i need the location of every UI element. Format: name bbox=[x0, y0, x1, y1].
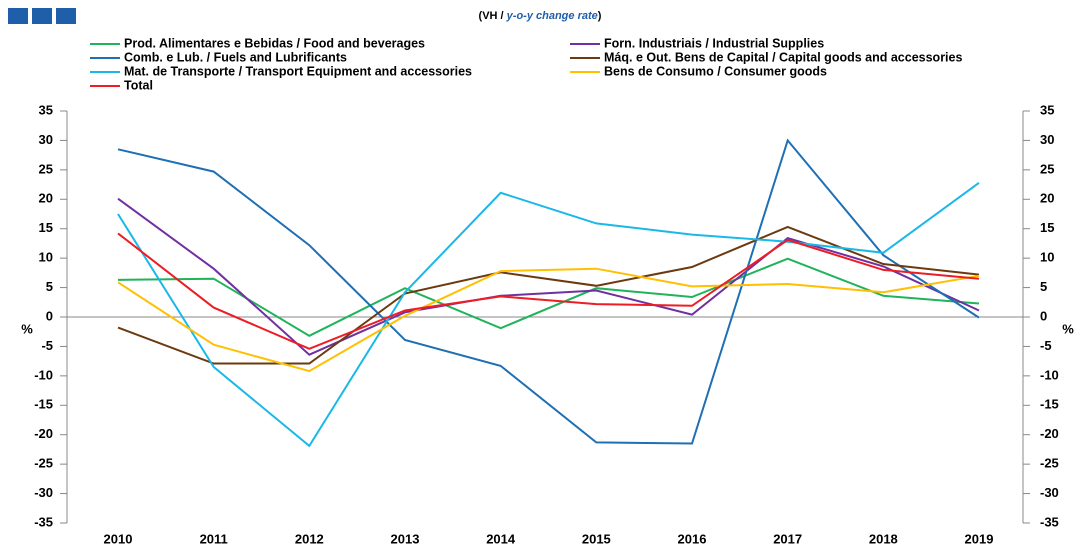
legend-label: Mat. de Transporte / Transport Equipment… bbox=[124, 64, 472, 78]
y-tick-label: -20 bbox=[34, 426, 53, 441]
y2-tick-label: 15 bbox=[1040, 220, 1054, 235]
x-tick-label: 2010 bbox=[104, 531, 133, 546]
subtitle-part: y-o-y change rate bbox=[506, 10, 598, 22]
logo-block bbox=[32, 8, 52, 24]
legend-label: Prod. Alimentares e Bebidas / Food and b… bbox=[124, 36, 425, 50]
series-line bbox=[117, 181, 980, 448]
legend-label: Bens de Consumo / Consumer goods bbox=[604, 64, 827, 78]
y-tick-label: -5 bbox=[41, 338, 53, 353]
y-tick-label: 25 bbox=[39, 161, 53, 176]
series-line bbox=[117, 232, 980, 350]
logo-block bbox=[56, 8, 76, 24]
y2-tick-label: -20 bbox=[1040, 426, 1059, 441]
y-tick-label: 5 bbox=[46, 279, 53, 294]
legend-label: Comb. e Lub. / Fuels and Lubrificants bbox=[124, 50, 347, 64]
y2-axis-label: % bbox=[1062, 321, 1074, 336]
y-axis-label: % bbox=[21, 321, 33, 336]
y2-tick-label: -10 bbox=[1040, 367, 1059, 382]
legend-label: Total bbox=[124, 78, 153, 92]
x-tick-label: 2019 bbox=[965, 531, 994, 546]
series-line bbox=[117, 257, 980, 337]
chart-subtitle: (VH / y-o-y change rate) bbox=[479, 10, 602, 22]
y2-tick-label: -5 bbox=[1040, 338, 1052, 353]
x-tick-label: 2012 bbox=[295, 531, 324, 546]
y2-tick-label: -30 bbox=[1040, 485, 1059, 500]
logo-block bbox=[8, 8, 28, 24]
y2-tick-label: 30 bbox=[1040, 132, 1054, 147]
y-tick-label: 0 bbox=[46, 308, 53, 323]
x-tick-label: 2013 bbox=[391, 531, 420, 546]
y-tick-label: 10 bbox=[39, 250, 53, 265]
x-tick-label: 2014 bbox=[486, 531, 516, 546]
y2-tick-label: -25 bbox=[1040, 456, 1059, 471]
series-line bbox=[117, 138, 980, 445]
series-line bbox=[117, 267, 980, 373]
y2-tick-label: 10 bbox=[1040, 250, 1054, 265]
y2-tick-label: -35 bbox=[1040, 514, 1059, 529]
y-tick-label: -10 bbox=[34, 367, 53, 382]
y2-tick-label: 0 bbox=[1040, 308, 1047, 323]
x-tick-label: 2015 bbox=[582, 531, 611, 546]
y2-tick-label: 20 bbox=[1040, 191, 1054, 206]
y-tick-label: 30 bbox=[39, 132, 53, 147]
y-tick-label: 15 bbox=[39, 220, 53, 235]
y-tick-label: 35 bbox=[39, 102, 53, 117]
series-line bbox=[117, 197, 980, 356]
x-tick-label: 2017 bbox=[773, 531, 802, 546]
legend-label: Forn. Industriais / Industrial Supplies bbox=[604, 36, 824, 50]
x-tick-label: 2018 bbox=[869, 531, 898, 546]
x-tick-label: 2011 bbox=[200, 531, 228, 546]
y2-tick-label: -15 bbox=[1040, 397, 1059, 412]
y-tick-label: -30 bbox=[34, 485, 53, 500]
subtitle-part: ) bbox=[598, 10, 602, 22]
y2-tick-label: 5 bbox=[1040, 279, 1047, 294]
y-tick-label: -15 bbox=[34, 397, 53, 412]
series-line bbox=[117, 225, 980, 365]
y-tick-label: 20 bbox=[39, 191, 53, 206]
legend-label: Máq. e Out. Bens de Capital / Capital go… bbox=[604, 50, 962, 64]
y-tick-label: -35 bbox=[34, 514, 53, 529]
y2-tick-label: 25 bbox=[1040, 161, 1054, 176]
subtitle-part: (VH / bbox=[479, 10, 507, 22]
y-tick-label: -25 bbox=[34, 456, 53, 471]
y2-tick-label: 35 bbox=[1040, 102, 1054, 117]
x-tick-label: 2016 bbox=[678, 531, 707, 546]
